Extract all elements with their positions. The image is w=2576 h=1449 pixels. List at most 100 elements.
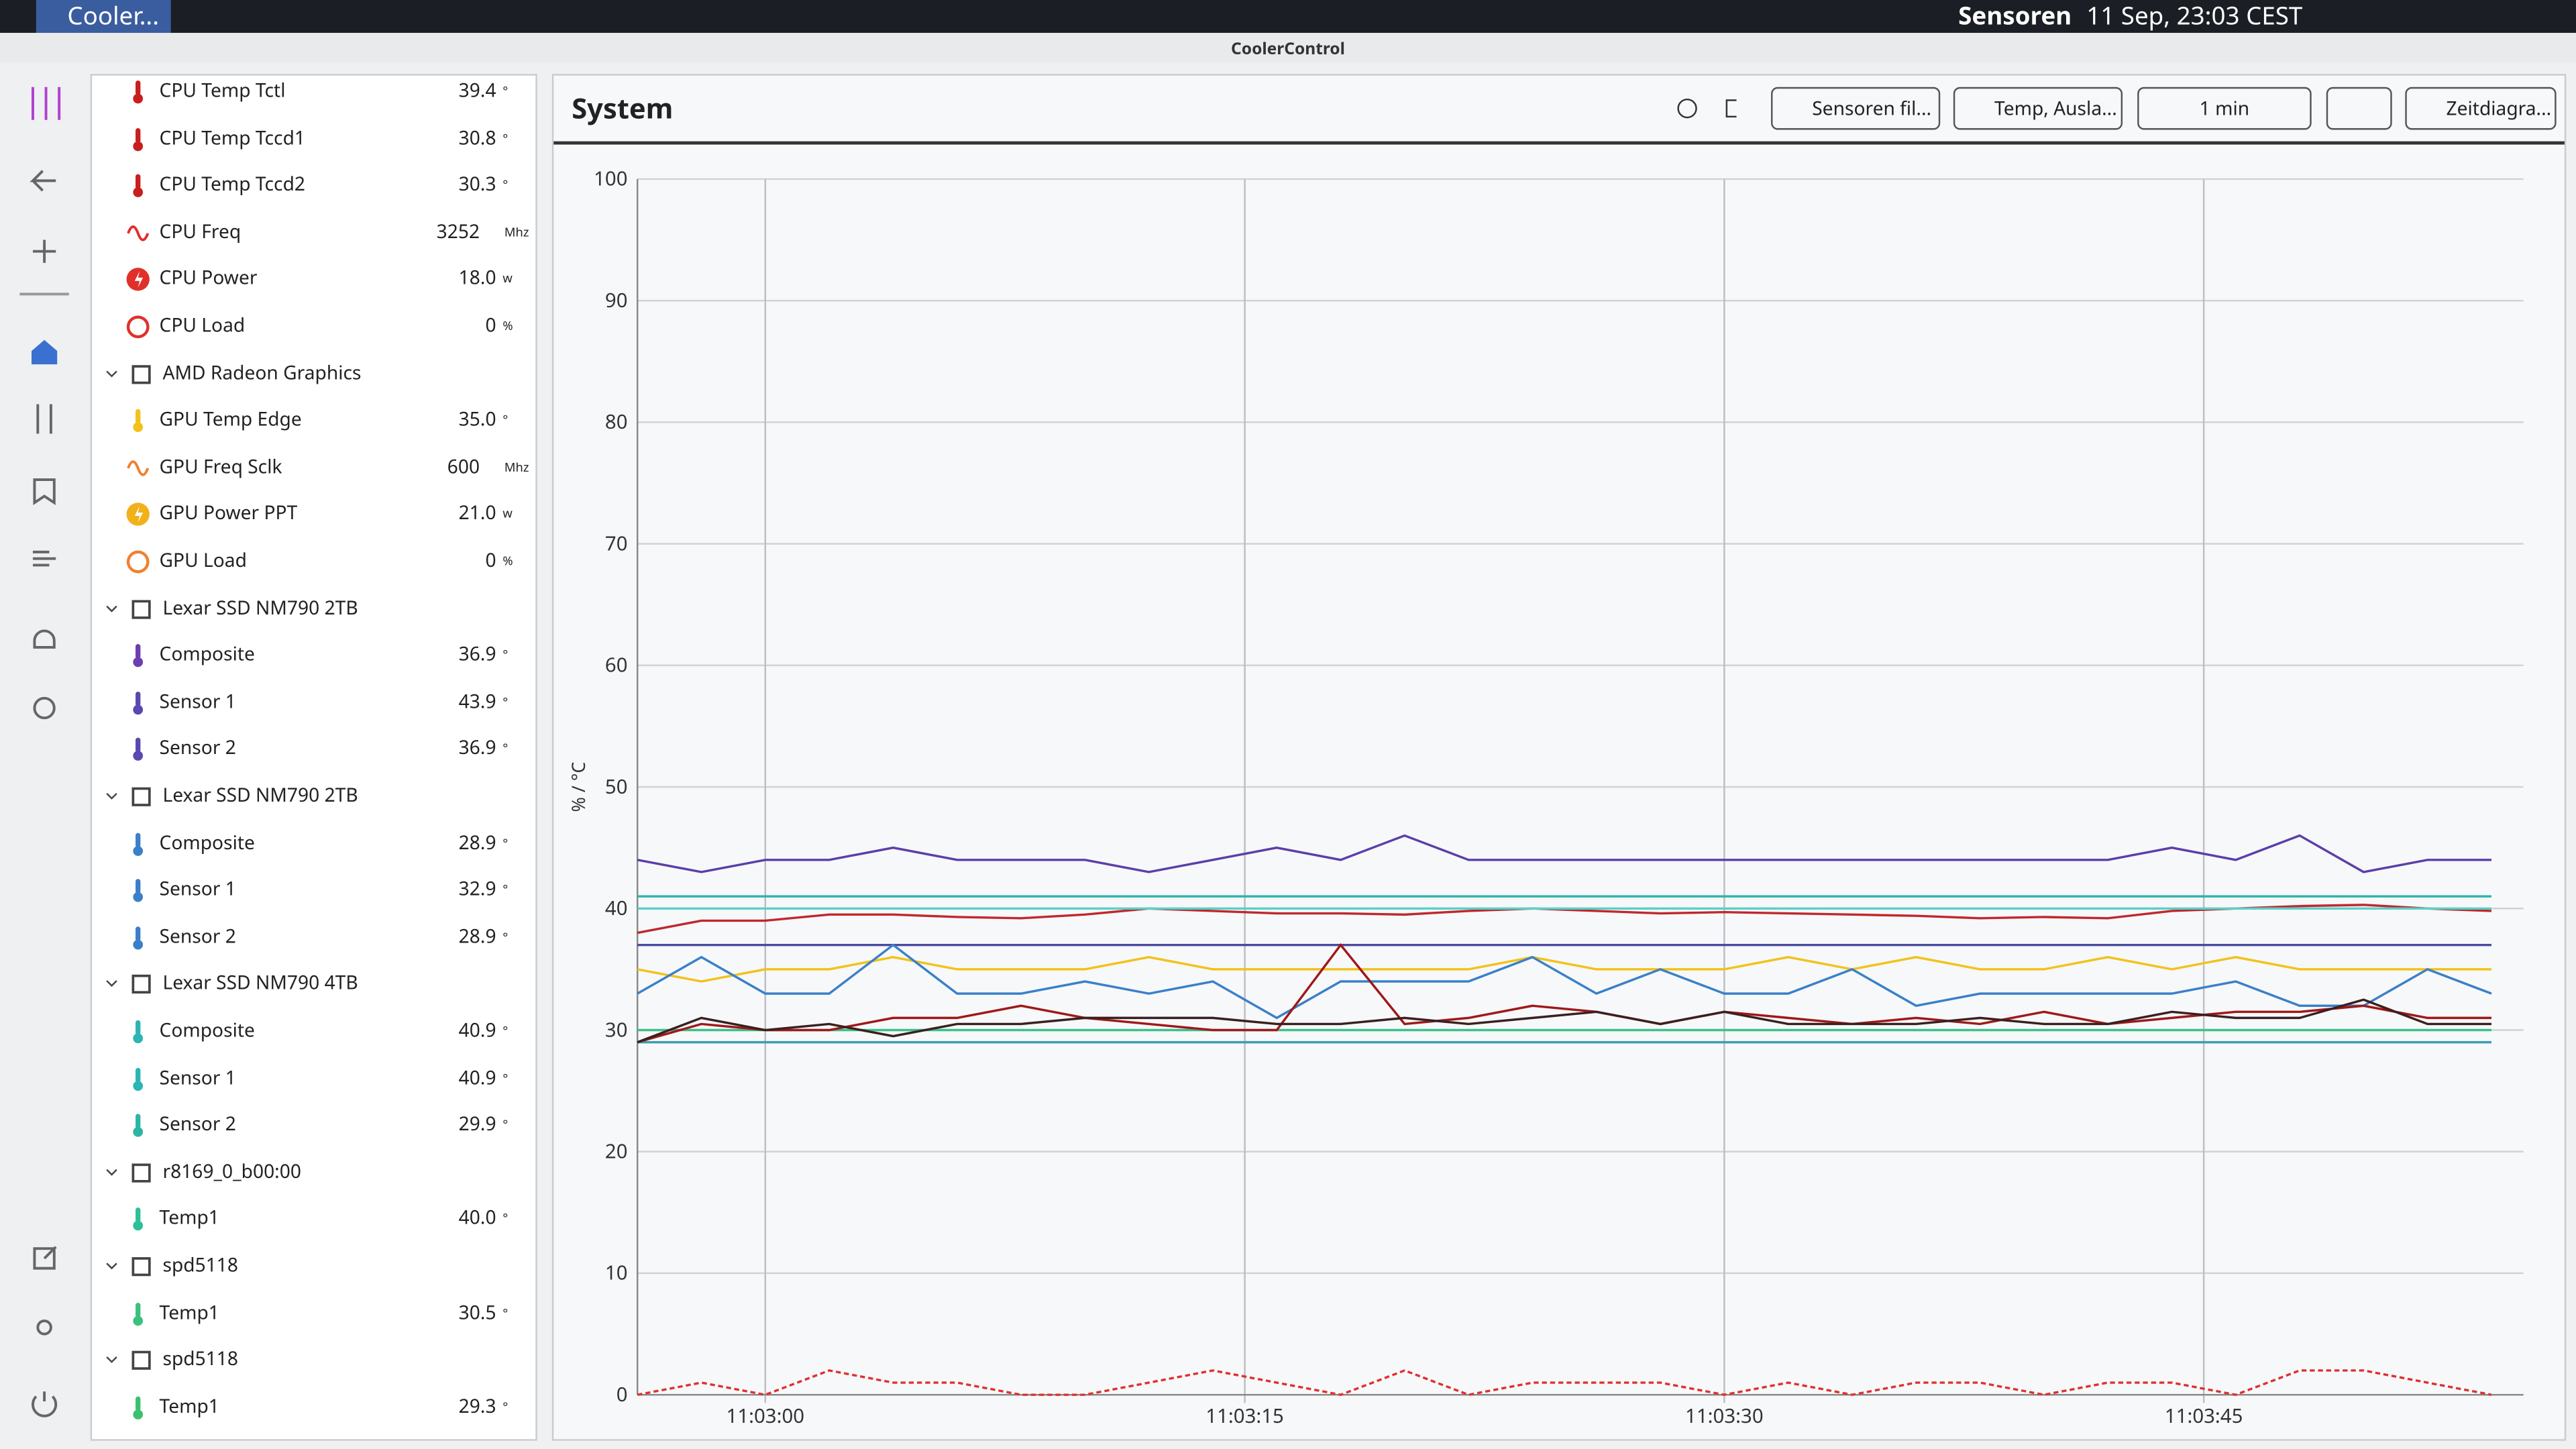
device-row: Lexar SSD NM790 4TB: [92, 962, 535, 1008]
icon: [133, 1020, 144, 1044]
window-name: Sensoren: [1958, 0, 2072, 33]
icon: [106, 1169, 117, 1176]
sensor-name: CPU Freq: [159, 219, 241, 245]
bookmark-icon[interactable]: [33, 478, 56, 506]
icon: [106, 792, 117, 800]
y-tick-label: 20: [605, 1138, 628, 1165]
caret: [106, 1263, 117, 1270]
type-filter-button[interactable]: Temp, Ausla...: [1953, 87, 2123, 130]
chart-type-button[interactable]: Zeitdiagra...: [2405, 87, 2557, 130]
nav-icons: [19, 87, 69, 1417]
device-name: AMD Radeon Graphics: [162, 360, 362, 386]
axis-button[interactable]: [2326, 87, 2392, 130]
x-tick-label: 11:03:45: [2165, 1402, 2243, 1429]
series-line: [637, 943, 2492, 1020]
thermo-bulb: [133, 845, 144, 855]
sensor-value: 40.0: [458, 1206, 496, 1232]
thermo-bulb: [133, 1033, 144, 1044]
thermo-bulb: [133, 1127, 144, 1138]
chip-body: [131, 364, 151, 384]
thermo-bulb: [133, 704, 144, 714]
info-icon[interactable]: [1677, 98, 1697, 119]
icon: [106, 370, 117, 377]
icon: [106, 1263, 117, 1270]
y-tick-label: 50: [605, 773, 628, 800]
caret: [106, 370, 117, 377]
sensor-value: 36.9: [458, 643, 496, 667]
device-name: r8169_0_b00:00: [162, 1159, 301, 1185]
sensor-unit: °: [502, 83, 508, 101]
icon: [133, 1302, 144, 1326]
sensor-row: Sensor 2 29.9 °: [92, 1103, 535, 1149]
icon: [133, 127, 144, 151]
filter-button[interactable]: Sensoren fil...: [1771, 87, 1941, 130]
add-icon[interactable]: [32, 239, 56, 263]
thermo-bulb: [133, 751, 144, 761]
thermo-bulb: [133, 1409, 144, 1419]
icon: [126, 503, 150, 527]
thermo: [136, 1208, 141, 1223]
sensor-row: CPU Temp Tccd1 30.8 °: [92, 116, 535, 162]
sensor-value: 0: [485, 313, 496, 339]
thermo-bulb: [133, 1221, 144, 1232]
sensor-unit: °: [502, 1211, 508, 1228]
sensor-name: Temp1: [159, 1300, 219, 1326]
title-bar: CoolerControl: [0, 32, 2576, 63]
sensor-unit: Mhz: [504, 460, 529, 476]
sensor-unit: °: [502, 1117, 508, 1134]
sensor-value: 29.3: [458, 1394, 496, 1419]
sensor-value: 43.9: [458, 690, 496, 714]
list-icon[interactable]: [32, 550, 56, 567]
icon: [106, 1356, 117, 1364]
profiles-icon[interactable]: [36, 404, 52, 434]
x-tick-label: 11:03:00: [727, 1402, 805, 1429]
sensor-name: Sensor 1: [159, 1065, 236, 1091]
sensor-row: Sensor 1 32.9 °: [92, 868, 535, 914]
chip-icon: [131, 1257, 151, 1277]
sensor-name: GPU Freq Sclk: [159, 454, 282, 480]
panel-icons: [1677, 98, 1737, 119]
bell-icon[interactable]: [33, 629, 56, 649]
device-name: Lexar SSD NM790 4TB: [162, 971, 358, 997]
thermo: [136, 879, 141, 894]
external-icon[interactable]: [33, 1246, 57, 1270]
power-icon[interactable]: [32, 1391, 58, 1417]
sensor-unit: °: [502, 741, 508, 758]
thermo: [136, 1396, 141, 1411]
y-tick-label: 90: [605, 286, 628, 313]
y-tick-label: 60: [605, 651, 628, 678]
device-name: spd5118: [162, 1347, 239, 1373]
thermo-bulb: [133, 140, 144, 151]
fullscreen-icon[interactable]: [1725, 99, 1737, 118]
thermo: [136, 644, 141, 659]
sensor-unit: °: [502, 130, 508, 148]
back-icon[interactable]: [30, 170, 56, 192]
y-axis-label: % / °C: [566, 762, 590, 812]
device-row: spd5118: [92, 1338, 535, 1384]
chip-icon: [131, 975, 151, 994]
window-title: CoolerControl: [1231, 36, 1345, 60]
sensor-name: CPU Temp Tccd1: [159, 125, 306, 151]
thermo-bulb: [133, 1315, 144, 1326]
thermo: [136, 1114, 141, 1129]
sensor-name: Sensor 2: [159, 737, 236, 761]
device-name: Lexar SSD NM790 2TB: [162, 595, 358, 621]
bolt: [134, 506, 144, 523]
task-button[interactable]: [36, 0, 171, 33]
duration-control[interactable]: 1 min: [2137, 87, 2312, 130]
sensor-name: Sensor 1: [159, 877, 236, 902]
sensor-value: 35.0: [458, 407, 496, 433]
y-tick-label: 30: [605, 1016, 628, 1042]
icon: [126, 268, 150, 292]
device-row: r8169_0_b00:00: [92, 1150, 535, 1196]
device-row: Lexar SSD NM790 2TB: [92, 586, 535, 632]
home-icon[interactable]: [32, 339, 58, 365]
settings-icon[interactable]: [33, 696, 56, 720]
user-icon[interactable]: [36, 1320, 52, 1336]
sensor-unit: °: [502, 177, 508, 195]
sensor-value: 30.8: [458, 125, 496, 151]
wave: [127, 460, 150, 476]
wave: [127, 225, 150, 241]
sensor-row: CPU Load 0%: [92, 304, 535, 350]
thermo-bulb: [133, 93, 144, 104]
